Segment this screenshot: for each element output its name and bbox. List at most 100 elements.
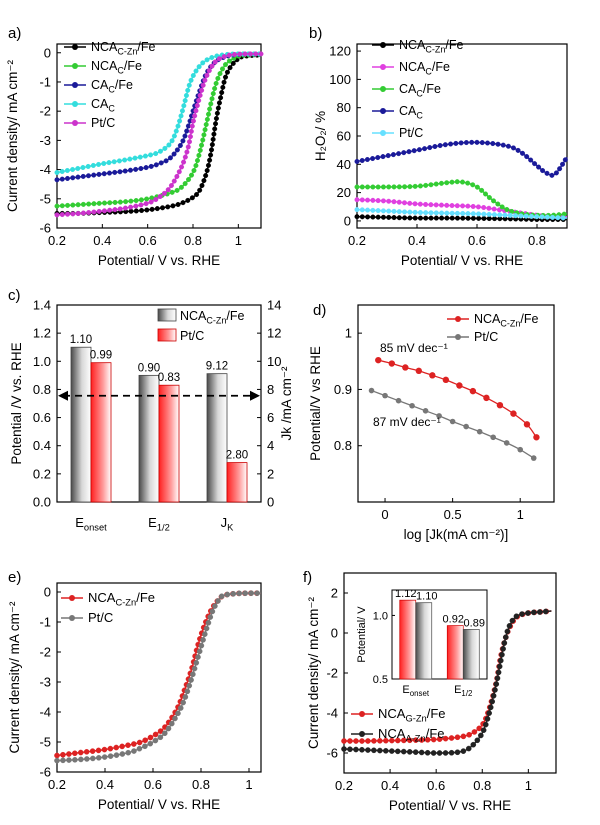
legend-marker xyxy=(380,42,386,48)
data-point xyxy=(416,368,422,374)
data-point xyxy=(117,159,122,164)
data-point xyxy=(506,144,511,149)
data-point xyxy=(450,211,455,216)
inset-y-tick-label: 0.5 xyxy=(373,674,388,686)
data-point xyxy=(185,689,190,694)
slope-annotation-ptc: 87 mV dec⁻¹ xyxy=(373,415,441,429)
data-point xyxy=(418,216,423,221)
data-point xyxy=(81,174,86,179)
data-point xyxy=(177,119,182,124)
data-point xyxy=(423,210,428,215)
data-point xyxy=(200,138,205,143)
data-point xyxy=(381,209,386,214)
data-point xyxy=(102,747,107,752)
data-point xyxy=(499,652,504,657)
data-point xyxy=(206,620,211,625)
x-tick-label: 0.8 xyxy=(192,777,210,792)
data-point xyxy=(66,751,71,756)
data-point xyxy=(470,388,476,394)
data-point xyxy=(222,80,227,85)
data-point xyxy=(144,197,149,202)
data-point xyxy=(72,757,77,762)
data-point xyxy=(198,148,203,153)
inset-category-label: E1/2 xyxy=(454,684,472,698)
data-point xyxy=(166,726,171,731)
data-point xyxy=(168,156,173,161)
data-point xyxy=(76,202,81,207)
y-tick-label: -1 xyxy=(39,615,51,630)
data-point xyxy=(92,210,97,215)
data-point xyxy=(137,740,142,745)
data-point xyxy=(454,141,459,146)
data-point xyxy=(112,170,117,175)
data-point xyxy=(215,111,220,116)
data-point xyxy=(469,140,474,145)
data-point xyxy=(513,213,518,218)
data-point xyxy=(197,649,202,654)
data-point xyxy=(407,201,412,206)
data-point xyxy=(495,676,500,681)
data-point xyxy=(466,204,471,209)
data-point xyxy=(174,129,179,134)
data-point xyxy=(443,377,449,383)
data-point xyxy=(139,166,144,171)
data-point xyxy=(423,202,428,207)
data-point xyxy=(460,204,465,209)
data-point xyxy=(386,209,391,214)
data-point xyxy=(172,179,177,184)
data-point xyxy=(503,213,508,218)
data-point xyxy=(476,205,481,210)
data-point xyxy=(475,140,480,145)
data-point xyxy=(183,134,188,139)
data-point xyxy=(536,165,541,170)
data-point xyxy=(487,216,492,221)
data-point xyxy=(113,207,118,212)
x-axis-title: Potential/ V vs. RHE xyxy=(401,253,523,268)
data-point xyxy=(205,73,210,78)
data-point xyxy=(129,199,134,204)
y-tick-label: -2 xyxy=(326,666,338,681)
panel-b: b) 0.2 0.4 0.6 0.8 0 20 40 60 80 100 120 NCAC-Zn/Fe N… xyxy=(309,25,568,268)
y2-tick-label: 0 xyxy=(267,495,274,510)
y-tick-label: 60 xyxy=(337,129,351,144)
y-tick-label: 0.8 xyxy=(33,382,51,397)
data-point xyxy=(118,200,123,205)
data-point xyxy=(463,424,469,430)
data-point xyxy=(149,164,154,169)
data-point xyxy=(144,165,149,170)
data-point xyxy=(92,201,97,206)
data-point xyxy=(153,738,158,743)
data-point xyxy=(408,184,413,189)
data-point xyxy=(471,211,476,216)
data-point xyxy=(389,748,394,753)
data-point xyxy=(396,398,402,404)
data-point xyxy=(97,209,102,214)
data-point xyxy=(519,611,524,616)
data-point xyxy=(479,188,484,193)
category-label: JK xyxy=(221,515,235,533)
figure-canvas: a)0.2 0.4 0.6 0.8 1-6-5-4-3-2-10 NCAC-Zn/FeNC… xyxy=(0,0,600,825)
data-point xyxy=(429,211,434,216)
data-point xyxy=(386,185,391,190)
data-point xyxy=(216,106,221,111)
data-point xyxy=(427,145,432,150)
data-point xyxy=(487,711,492,716)
data-point xyxy=(434,203,439,208)
data-point xyxy=(131,748,136,753)
data-point xyxy=(472,729,477,734)
data-point xyxy=(190,124,195,129)
data-point xyxy=(202,133,207,138)
legend-label: CAC xyxy=(91,97,115,114)
data-point xyxy=(439,211,444,216)
series-3 xyxy=(355,140,568,178)
data-point xyxy=(408,216,413,221)
data-point xyxy=(76,175,81,180)
series-4 xyxy=(55,52,264,218)
data-point xyxy=(220,67,225,72)
data-point xyxy=(182,103,187,108)
data-point xyxy=(370,156,375,161)
data-point xyxy=(466,211,471,216)
data-point xyxy=(194,192,199,197)
series-line xyxy=(57,54,261,173)
data-point xyxy=(365,157,370,162)
